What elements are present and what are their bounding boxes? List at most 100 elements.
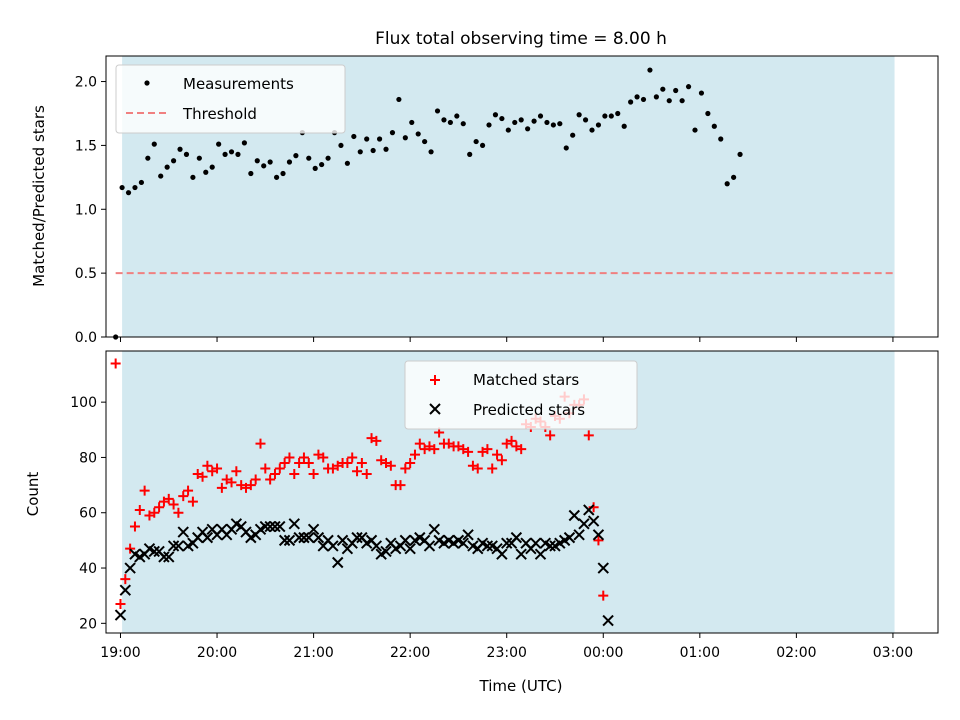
matched-star-point xyxy=(250,474,261,485)
matched-star-point xyxy=(197,471,208,482)
bottom-legend: Matched stars Predicted stars xyxy=(404,360,638,430)
measurement-point xyxy=(441,117,447,123)
measurement-point xyxy=(512,119,518,126)
measurement-point xyxy=(711,123,717,129)
matched-star-point xyxy=(168,499,179,510)
predicted-star-point xyxy=(307,523,320,536)
predicted-star-point xyxy=(274,520,286,533)
measurement-point xyxy=(164,164,170,170)
measurement-point xyxy=(241,140,247,146)
matched-star-point xyxy=(125,543,136,554)
matched-star-point xyxy=(414,438,425,449)
measurement-point xyxy=(235,151,241,157)
measurement-point xyxy=(492,112,499,118)
measurement-point xyxy=(473,138,479,145)
measurement-point xyxy=(344,160,350,166)
measurement-point xyxy=(396,96,402,103)
matched-star-point xyxy=(134,504,145,515)
measurement-point xyxy=(261,163,267,169)
matched-star-point xyxy=(395,480,406,491)
measurement-point xyxy=(151,141,157,147)
predicted-star-point xyxy=(462,529,474,541)
bottom-panel: 20 40 60 80 100 19:00 20:00 21:00 22:00 23:00 00:… xyxy=(24,350,939,695)
predicted-star-point xyxy=(264,520,276,533)
top-x-ticks xyxy=(119,337,894,342)
matched-star-point xyxy=(545,430,556,441)
measurement-point xyxy=(338,142,344,149)
measurement-point xyxy=(280,170,286,177)
predicted-star-point xyxy=(288,518,300,530)
measurement-point xyxy=(158,173,164,179)
measurement-point xyxy=(177,146,183,152)
x-tick-label: 21:00 xyxy=(293,645,333,661)
matched-star-point xyxy=(400,463,411,474)
matched-star-point xyxy=(356,457,367,468)
top-chart-title: Flux total observing time = 8.00 h xyxy=(375,29,667,49)
measurement-point xyxy=(666,98,672,104)
measurement-point xyxy=(634,94,640,100)
measurement-point xyxy=(119,184,125,191)
predicted-star-point xyxy=(573,529,585,541)
measurement-point xyxy=(209,164,215,170)
legend-measurements-label: Measurements xyxy=(183,75,294,93)
matched-star-point xyxy=(463,446,474,457)
predicted-star-point xyxy=(158,551,170,563)
matched-star-point xyxy=(216,482,227,493)
matched-star-point xyxy=(269,469,280,480)
measurement-point xyxy=(537,113,544,119)
top-y-axis-label: Matched/Predicted stars xyxy=(30,105,48,287)
matched-star-point xyxy=(115,598,126,609)
predicted-star-point xyxy=(583,504,595,516)
legend-threshold-label: Threshold xyxy=(182,105,257,123)
matched-star-point xyxy=(371,435,382,446)
predicted-star-point xyxy=(283,534,296,547)
matched-star-point xyxy=(598,590,609,601)
matched-star-point xyxy=(583,430,594,441)
measurement-point xyxy=(531,118,537,124)
predicted-star-point xyxy=(568,509,581,522)
predicted-star-point xyxy=(428,523,441,536)
x-tick-label: 20:00 xyxy=(197,645,237,661)
measurement-point xyxy=(628,99,634,105)
y-tick-label: 100 xyxy=(70,395,97,411)
measurement-point xyxy=(550,122,556,128)
measurement-point xyxy=(737,151,743,157)
matched-star-point xyxy=(149,507,160,518)
measurement-point xyxy=(376,136,383,142)
measurement-point xyxy=(685,84,692,90)
matched-star-point xyxy=(352,466,363,477)
matched-star-point xyxy=(347,452,358,463)
predicted-star-point xyxy=(529,537,542,549)
measurement-point xyxy=(589,127,595,133)
matched-star-point xyxy=(506,435,517,446)
predicted-star-point xyxy=(534,548,547,560)
matched-star-point xyxy=(482,444,493,455)
predicted-star-point xyxy=(457,537,469,549)
matched-star-point xyxy=(298,452,309,463)
predicted-star-point xyxy=(167,540,180,552)
measurement-point xyxy=(499,115,505,122)
predicted-star-point xyxy=(515,548,527,560)
measurement-point xyxy=(319,161,325,168)
measurement-point xyxy=(525,126,531,132)
matched-star-point xyxy=(487,463,498,474)
matched-star-point xyxy=(260,463,271,474)
matched-star-point xyxy=(385,460,396,471)
predicted-star-point xyxy=(259,520,272,533)
predicted-star-point xyxy=(602,614,614,627)
matched-star-point xyxy=(255,438,266,449)
matched-star-point xyxy=(516,444,527,455)
measurement-point xyxy=(563,145,569,151)
measurement-point xyxy=(692,127,698,133)
y-tick-label: 60 xyxy=(79,506,97,522)
measurement-point xyxy=(312,165,318,171)
top-axes-frame xyxy=(105,55,939,338)
bottom-y-axis-label: Count xyxy=(24,472,42,517)
predicted-star-point xyxy=(423,540,436,552)
measurement-point xyxy=(183,151,190,157)
measurement-point xyxy=(557,121,563,127)
matched-star-point xyxy=(405,457,416,468)
matched-star-point xyxy=(593,535,604,546)
top-legend: Measurements Threshold xyxy=(115,64,346,134)
